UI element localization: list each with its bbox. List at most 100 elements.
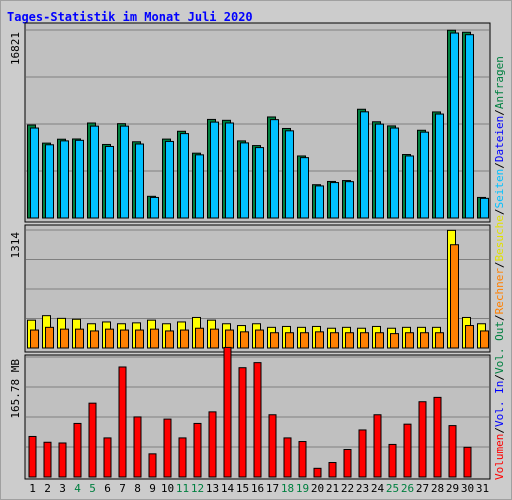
day-tick-label: 17 [266, 482, 279, 495]
bar-bottom-volumen [403, 423, 412, 478]
legend-entry: / [493, 374, 506, 381]
bar-mid-rechner [405, 332, 414, 349]
day-tick-label: 15 [236, 482, 249, 495]
bar-bottom-volumen [238, 367, 247, 478]
legend-entry: Vol. In [493, 381, 506, 427]
bar-mid-rechner [375, 332, 384, 349]
bar-mid-rechner [165, 330, 174, 349]
bar-bottom-volumen [463, 446, 472, 478]
day-tick-label: 13 [206, 482, 219, 495]
bar-top-dateien [285, 130, 294, 219]
legend-entry: / [493, 314, 506, 321]
day-tick-label: 4 [74, 482, 81, 495]
bar-top-dateien [195, 154, 204, 219]
bar-mid-rechner [420, 332, 429, 349]
day-tick-label: 23 [356, 482, 369, 495]
bar-mid-rechner [360, 332, 369, 349]
bar-mid-rechner [150, 328, 159, 349]
day-tick-label: 10 [161, 482, 174, 495]
legend: Volumen/Vol. In/Vol. Out/Rechner/Besuche… [493, 56, 506, 480]
bar-bottom-volumen [223, 346, 232, 478]
bar-top-dateien [60, 140, 69, 219]
day-tick-label: 16 [251, 482, 264, 495]
legend-entry: Dateien [493, 116, 506, 162]
day-tick-label: 1 [29, 482, 36, 495]
day-tick-label: 20 [311, 482, 324, 495]
day-tick-label: 14 [221, 482, 235, 495]
bar-bottom-volumen [58, 442, 67, 478]
bar-top-dateien [120, 125, 129, 219]
day-tick-label: 25 [386, 482, 399, 495]
day-tick-label: 7 [119, 482, 126, 495]
legend-entry: / [493, 109, 506, 116]
legend-entry: Volumen [493, 434, 506, 480]
bar-top-dateien [75, 139, 84, 219]
bar-top-dateien [180, 133, 189, 219]
day-tick-label: 19 [296, 482, 309, 495]
bar-mid-rechner [390, 333, 399, 349]
bar-top-dateien [225, 122, 234, 219]
bar-bottom-volumen [373, 414, 382, 478]
bar-bottom-volumen [73, 422, 82, 478]
day-tick-label: 9 [149, 482, 156, 495]
legend-entry: Vol. Out [493, 321, 506, 374]
legend-entry: / [493, 427, 506, 434]
bar-top-dateien [360, 111, 369, 219]
bar-mid-rechner [195, 327, 204, 349]
bar-mid-rechner [210, 328, 219, 349]
bar-mid-rechner [225, 329, 234, 349]
bar-mid-rechner [180, 329, 189, 349]
bar-mid-rechner [480, 330, 489, 349]
day-tick-label: 31 [476, 482, 489, 495]
bar-bottom-volumen [208, 411, 217, 478]
day-tick-label: 6 [104, 482, 111, 495]
bar-top-dateien [345, 181, 354, 219]
bar-top-dateien [465, 34, 474, 219]
chart-title: Tages-Statistik im Monat Juli 2020 [7, 10, 253, 24]
legend-entry: Seiten [493, 169, 506, 209]
bar-top-dateien [45, 144, 54, 219]
day-tick-label: 12 [191, 482, 204, 495]
bar-top-dateien [255, 147, 264, 219]
bar-bottom-volumen [433, 396, 442, 478]
bar-bottom-volumen [163, 418, 172, 478]
day-tick-label: 28 [431, 482, 444, 495]
bar-mid-rechner [255, 329, 264, 349]
bar-mid-rechner [285, 332, 294, 349]
bar-top-dateien [480, 197, 489, 219]
bar-mid-rechner [60, 328, 69, 349]
bar-top-dateien [240, 142, 249, 219]
bar-mid-rechner [300, 332, 309, 349]
day-tick-label: 2 [44, 482, 51, 495]
bar-bottom-volumen [118, 366, 127, 478]
bar-top-dateien [450, 32, 459, 219]
legend-entry: Rechner [493, 268, 506, 315]
bar-mid-rechner [135, 329, 144, 349]
bar-top-dateien [420, 131, 429, 219]
day-tick-label: 21 [326, 482, 339, 495]
bar-mid-rechner [330, 332, 339, 349]
bar-mid-rechner [450, 244, 459, 349]
bar-bottom-volumen [268, 414, 277, 478]
bar-top-dateien [330, 182, 339, 219]
bar-bottom-volumen [193, 422, 202, 478]
bar-top-dateien [30, 127, 39, 219]
bar-mid-rechner [90, 330, 99, 349]
day-tick-label: 30 [461, 482, 474, 495]
bar-top-dateien [165, 140, 174, 219]
bar-top-dateien [405, 155, 414, 219]
bar-bottom-volumen [133, 416, 142, 478]
bar-bottom-volumen [343, 448, 352, 478]
legend-entry: / [493, 208, 506, 215]
day-tick-label: 22 [341, 482, 354, 495]
bar-mid-rechner [45, 326, 54, 349]
bar-bottom-volumen [298, 441, 307, 478]
bar-bottom-volumen [448, 425, 457, 478]
legend-entry: / [493, 162, 506, 169]
bar-bottom-volumen [28, 435, 37, 478]
bar-bottom-volumen [283, 437, 292, 478]
day-tick-label: 18 [281, 482, 294, 495]
bar-bottom-volumen [103, 437, 112, 478]
bar-bottom-volumen [43, 441, 52, 478]
day-tick-label: 8 [134, 482, 141, 495]
